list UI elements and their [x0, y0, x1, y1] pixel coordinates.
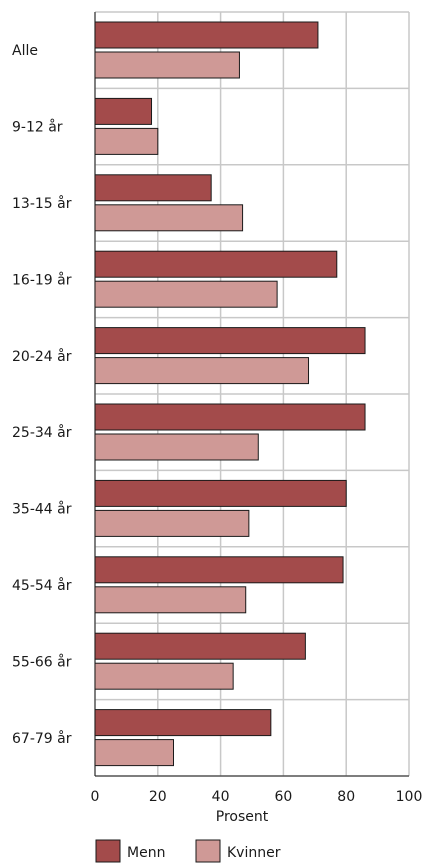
- category-label: 67-79 år: [12, 730, 72, 747]
- x-tick-label: 80: [337, 789, 355, 805]
- bar-kvinner: [94, 739, 174, 767]
- legend-label: Menn: [127, 845, 165, 861]
- legend-label: Kvinner: [227, 845, 281, 861]
- bar-menn: [94, 556, 344, 584]
- x-tick-label: 20: [149, 789, 167, 805]
- category-label: Alle: [12, 43, 38, 59]
- x-tick-label: 60: [274, 789, 292, 805]
- category-label: 45-54 år: [12, 577, 72, 594]
- category-label: 16-19 år: [12, 271, 72, 288]
- bar-kvinner: [94, 51, 240, 79]
- x-tick-label: 100: [396, 789, 423, 805]
- bar-kvinner: [94, 509, 250, 537]
- bar-menn: [94, 97, 153, 125]
- category-label: 20-24 år: [12, 348, 72, 365]
- legend: Menn Kvinner: [95, 839, 281, 863]
- category-label: 9-12 år: [12, 119, 63, 136]
- gridlines: [94, 11, 410, 777]
- bar-menn: [94, 403, 366, 431]
- category-labels: Alle 9-12 år 13-15 år 16-19 år 20-24 år 25-34…: [12, 43, 72, 747]
- bar-menn: [94, 479, 347, 507]
- bars: [94, 21, 366, 767]
- legend-swatch: [95, 839, 121, 863]
- bar-kvinner: [94, 586, 247, 614]
- bar-kvinner: [94, 662, 234, 690]
- legend-swatch: [195, 839, 221, 863]
- bar-kvinner: [94, 433, 259, 461]
- x-tick-label: 40: [212, 789, 230, 805]
- bar-kvinner: [94, 280, 278, 308]
- bar-menn: [94, 174, 212, 202]
- bar-kvinner: [94, 127, 159, 155]
- bar-menn: [94, 250, 338, 278]
- bar-menn: [94, 632, 306, 660]
- x-axis-title: Prosent: [216, 809, 269, 825]
- x-tick-labels: 0 20 40 60 80 100: [91, 789, 423, 805]
- category-label: 25-34 år: [12, 424, 72, 441]
- bar-menn: [94, 709, 272, 737]
- bar-menn: [94, 21, 319, 49]
- category-label: 55-66 år: [12, 653, 72, 670]
- bar-kvinner: [94, 204, 244, 232]
- x-tick-label: 0: [91, 789, 100, 805]
- bar-menn: [94, 327, 366, 355]
- category-label: 13-15 år: [12, 195, 72, 212]
- bar-kvinner: [94, 357, 310, 385]
- category-label: 35-44 år: [12, 501, 72, 518]
